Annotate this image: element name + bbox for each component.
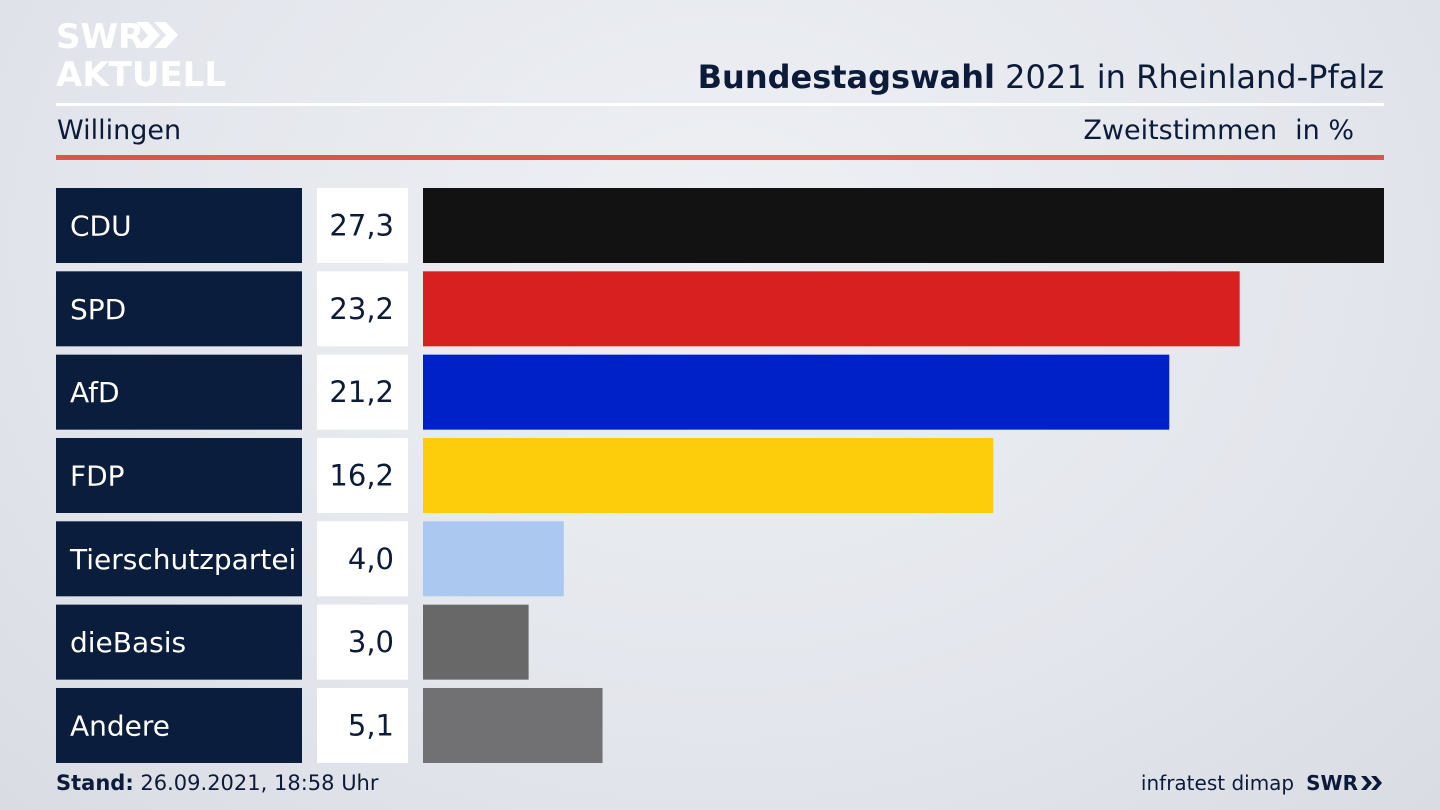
- unit-label: in %: [1295, 115, 1354, 146]
- value-label: 27,3: [329, 209, 394, 243]
- logo-chevrons-icon: [136, 22, 178, 48]
- measure-name: Zweitstimmen: [1083, 115, 1278, 146]
- source-credit: infratest dimap SWR: [1141, 771, 1384, 795]
- value-label: 21,2: [329, 375, 394, 409]
- party-label-box: [56, 188, 302, 263]
- party-label-box: [56, 604, 302, 680]
- bar: [423, 188, 1384, 263]
- value-box: [317, 188, 408, 263]
- value-label: 16,2: [329, 458, 394, 492]
- bar: [423, 687, 603, 763]
- bar: [423, 521, 564, 597]
- party-label: dieBasis: [70, 626, 186, 659]
- party-label-box: [56, 354, 302, 430]
- value-label: 4,0: [348, 542, 394, 576]
- party-label-box: [56, 521, 302, 597]
- value-box: [317, 354, 408, 430]
- party-label: CDU: [70, 210, 132, 243]
- stand-value: 26.09.2021, 18:58 Uhr: [140, 771, 379, 795]
- value-box: [317, 521, 408, 597]
- logo-line2: AKTUELL: [56, 55, 226, 90]
- party-label: Tierschutzpartei: [69, 543, 296, 576]
- footer-chevrons-icon: [1361, 776, 1382, 790]
- footer-brand: SWR: [1306, 771, 1358, 795]
- measure-label: Zweitstimmen in %: [1083, 115, 1354, 146]
- bar: [423, 437, 994, 513]
- title-rest: 2021 in Rheinland-Pfalz: [1005, 58, 1384, 96]
- party-label-box: [56, 687, 302, 763]
- value-box: [317, 271, 408, 347]
- party-label-box: [56, 271, 302, 347]
- header-divider: [56, 103, 1384, 106]
- party-label: FDP: [70, 459, 125, 492]
- bar: [423, 604, 529, 680]
- value-box: [317, 687, 408, 763]
- swr-aktuell-logo: SWR AKTUELL: [56, 17, 226, 90]
- bar: [423, 354, 1170, 430]
- value-label: 3,0: [348, 625, 394, 659]
- source-name: infratest dimap: [1140, 771, 1295, 795]
- chart-title: Bundestagswahl 2021 in Rheinland-Pfalz: [698, 58, 1384, 96]
- title-bold: Bundestagswahl: [697, 58, 995, 96]
- party-label: Andere: [70, 709, 170, 742]
- accent-divider: [56, 155, 1384, 160]
- stand-label: Stand:: [56, 771, 134, 795]
- location-subtitle: Willingen: [57, 115, 182, 146]
- value-box: [317, 604, 408, 680]
- value-box: [317, 437, 408, 513]
- value-label: 23,2: [329, 292, 394, 326]
- bar: [423, 271, 1240, 347]
- logo-line1: SWR: [56, 17, 144, 57]
- party-label: AfD: [70, 376, 120, 409]
- party-label-box: [56, 437, 302, 513]
- timestamp: Stand: 26.09.2021, 18:58 Uhr: [56, 771, 379, 795]
- party-label: SPD: [70, 293, 126, 326]
- value-label: 5,1: [348, 708, 394, 742]
